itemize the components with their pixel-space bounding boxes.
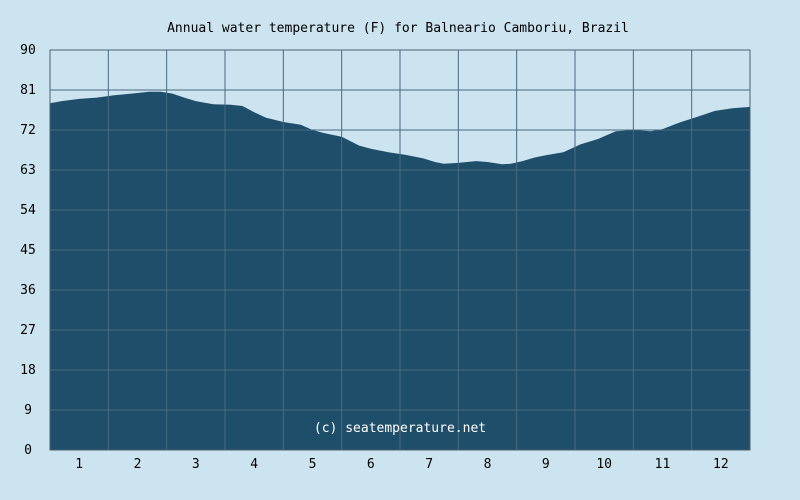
y-tick-label: 54 — [20, 203, 36, 218]
y-tick-label: 45 — [20, 243, 36, 258]
x-tick-label: 9 — [542, 457, 550, 472]
x-tick-label: 12 — [713, 457, 729, 472]
plot-border — [49, 49, 751, 451]
x-tick-label: 5 — [309, 457, 317, 472]
y-axis-ticks: 0 9 18 27 36 45 54 63 72 81 90 — [20, 43, 36, 458]
y-tick-label: 72 — [20, 123, 36, 138]
credit-label: (c) seatemperature.net — [314, 421, 486, 436]
y-tick-label: 9 — [24, 403, 32, 418]
x-tick-label: 3 — [192, 457, 200, 472]
x-axis-ticks: 1 2 3 4 5 6 7 8 9 10 11 12 — [75, 457, 728, 472]
x-tick-label: 8 — [484, 457, 492, 472]
y-tick-label: 36 — [20, 283, 36, 298]
x-tick-label: 4 — [250, 457, 258, 472]
x-tick-label: 2 — [134, 457, 142, 472]
y-tick-label: 63 — [20, 163, 36, 178]
y-tick-label: 0 — [24, 443, 32, 458]
x-tick-label: 11 — [655, 457, 671, 472]
y-tick-label: 18 — [20, 363, 36, 378]
y-tick-label: 81 — [20, 83, 36, 98]
chart-title: Annual water temperature (F) for Balnear… — [167, 21, 629, 36]
x-tick-label: 1 — [75, 457, 83, 472]
y-tick-label: 90 — [20, 43, 36, 58]
x-tick-label: 7 — [425, 457, 433, 472]
x-tick-label: 6 — [367, 457, 375, 472]
x-tick-label: 10 — [596, 457, 612, 472]
y-tick-label: 27 — [20, 323, 36, 338]
